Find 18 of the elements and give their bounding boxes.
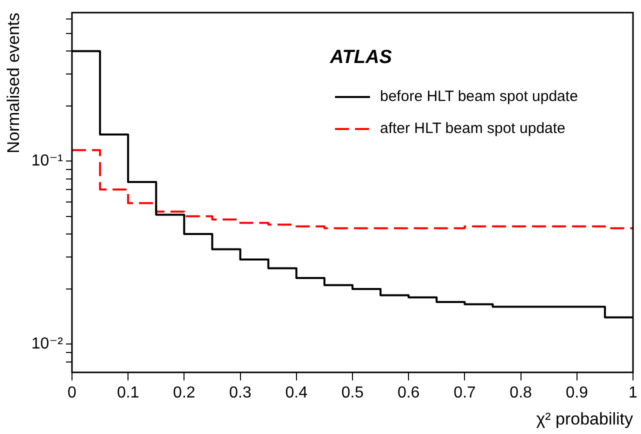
x-tick-label: 0.4 — [285, 384, 308, 402]
legend-label: before HLT beam spot update — [380, 88, 578, 106]
x-tick-label: 0.6 — [397, 384, 420, 402]
y-tick-label: 10⁻¹ — [31, 152, 63, 170]
x-tick-label: 0.3 — [229, 384, 252, 402]
x-tick-label: 0.9 — [566, 384, 588, 402]
legend-label: after HLT beam spot update — [380, 120, 566, 138]
x-axis-title: χ² probability — [536, 409, 634, 428]
y-axis-title: Normalised events — [4, 12, 23, 154]
annotation: ATLAS — [329, 47, 392, 68]
x-tick-label: 0.5 — [341, 384, 364, 402]
x-tick-label: 0.8 — [510, 384, 532, 402]
x-tick-label: 0 — [68, 384, 77, 402]
x-tick-label: 0.1 — [116, 384, 140, 402]
x-tick-label: 1 — [628, 384, 638, 402]
x-tick-label: 0.7 — [454, 384, 476, 402]
x-tick-label: 0.2 — [173, 384, 196, 402]
y-tick-label: 10⁻² — [31, 335, 64, 352]
